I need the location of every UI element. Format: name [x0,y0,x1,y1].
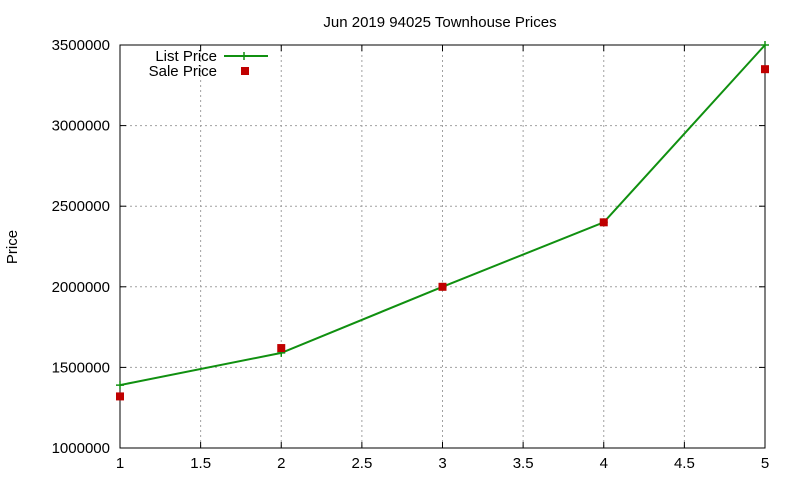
sale-price-point [599,218,608,227]
x-axis: 1 1.5 2 2.5 3 3.5 4 4.5 5 [116,45,769,472]
x-tick-label: 2 [277,455,285,472]
x-tick-label: 3.5 [513,455,534,472]
y-axis-label: Price [4,230,21,264]
legend-label-sale-price: Sale Price [149,63,217,80]
y-axis: 1000000 1500000 2000000 2500000 3000000 35000… [52,37,765,457]
y-tick-label: 3000000 [52,118,110,135]
y-tick-label: 1500000 [52,359,110,376]
grid-lines [119,44,766,449]
x-tick-label: 4 [600,455,608,472]
x-tick-label: 2.5 [351,455,372,472]
series-layer [116,41,769,401]
sale-price-point [116,392,124,401]
sale-price-point [277,344,286,353]
legend-label-list-price: List Price [155,48,217,65]
sale-price-point [761,65,769,74]
y-tick-label: 1000000 [52,440,110,457]
x-tick-label: 3 [438,455,446,472]
x-tick-label: 1 [116,455,124,472]
list-price-point [761,41,769,49]
y-tick-label: 2500000 [52,198,110,215]
y-tick-label: 2000000 [52,279,110,296]
x-tick-label: 1.5 [190,455,211,472]
chart-title: Jun 2019 94025 Townhouse Prices [323,14,556,31]
sale-price-point [438,282,447,291]
x-tick-label: 4.5 [674,455,695,472]
y-tick-label: 3500000 [52,37,110,54]
x-tick-label: 5 [761,455,769,472]
legend-marker-sale-price [241,67,249,75]
legend: List Price Sale Price [149,48,268,80]
legend-marker-list-price [240,52,248,60]
list-price-point [116,381,124,390]
